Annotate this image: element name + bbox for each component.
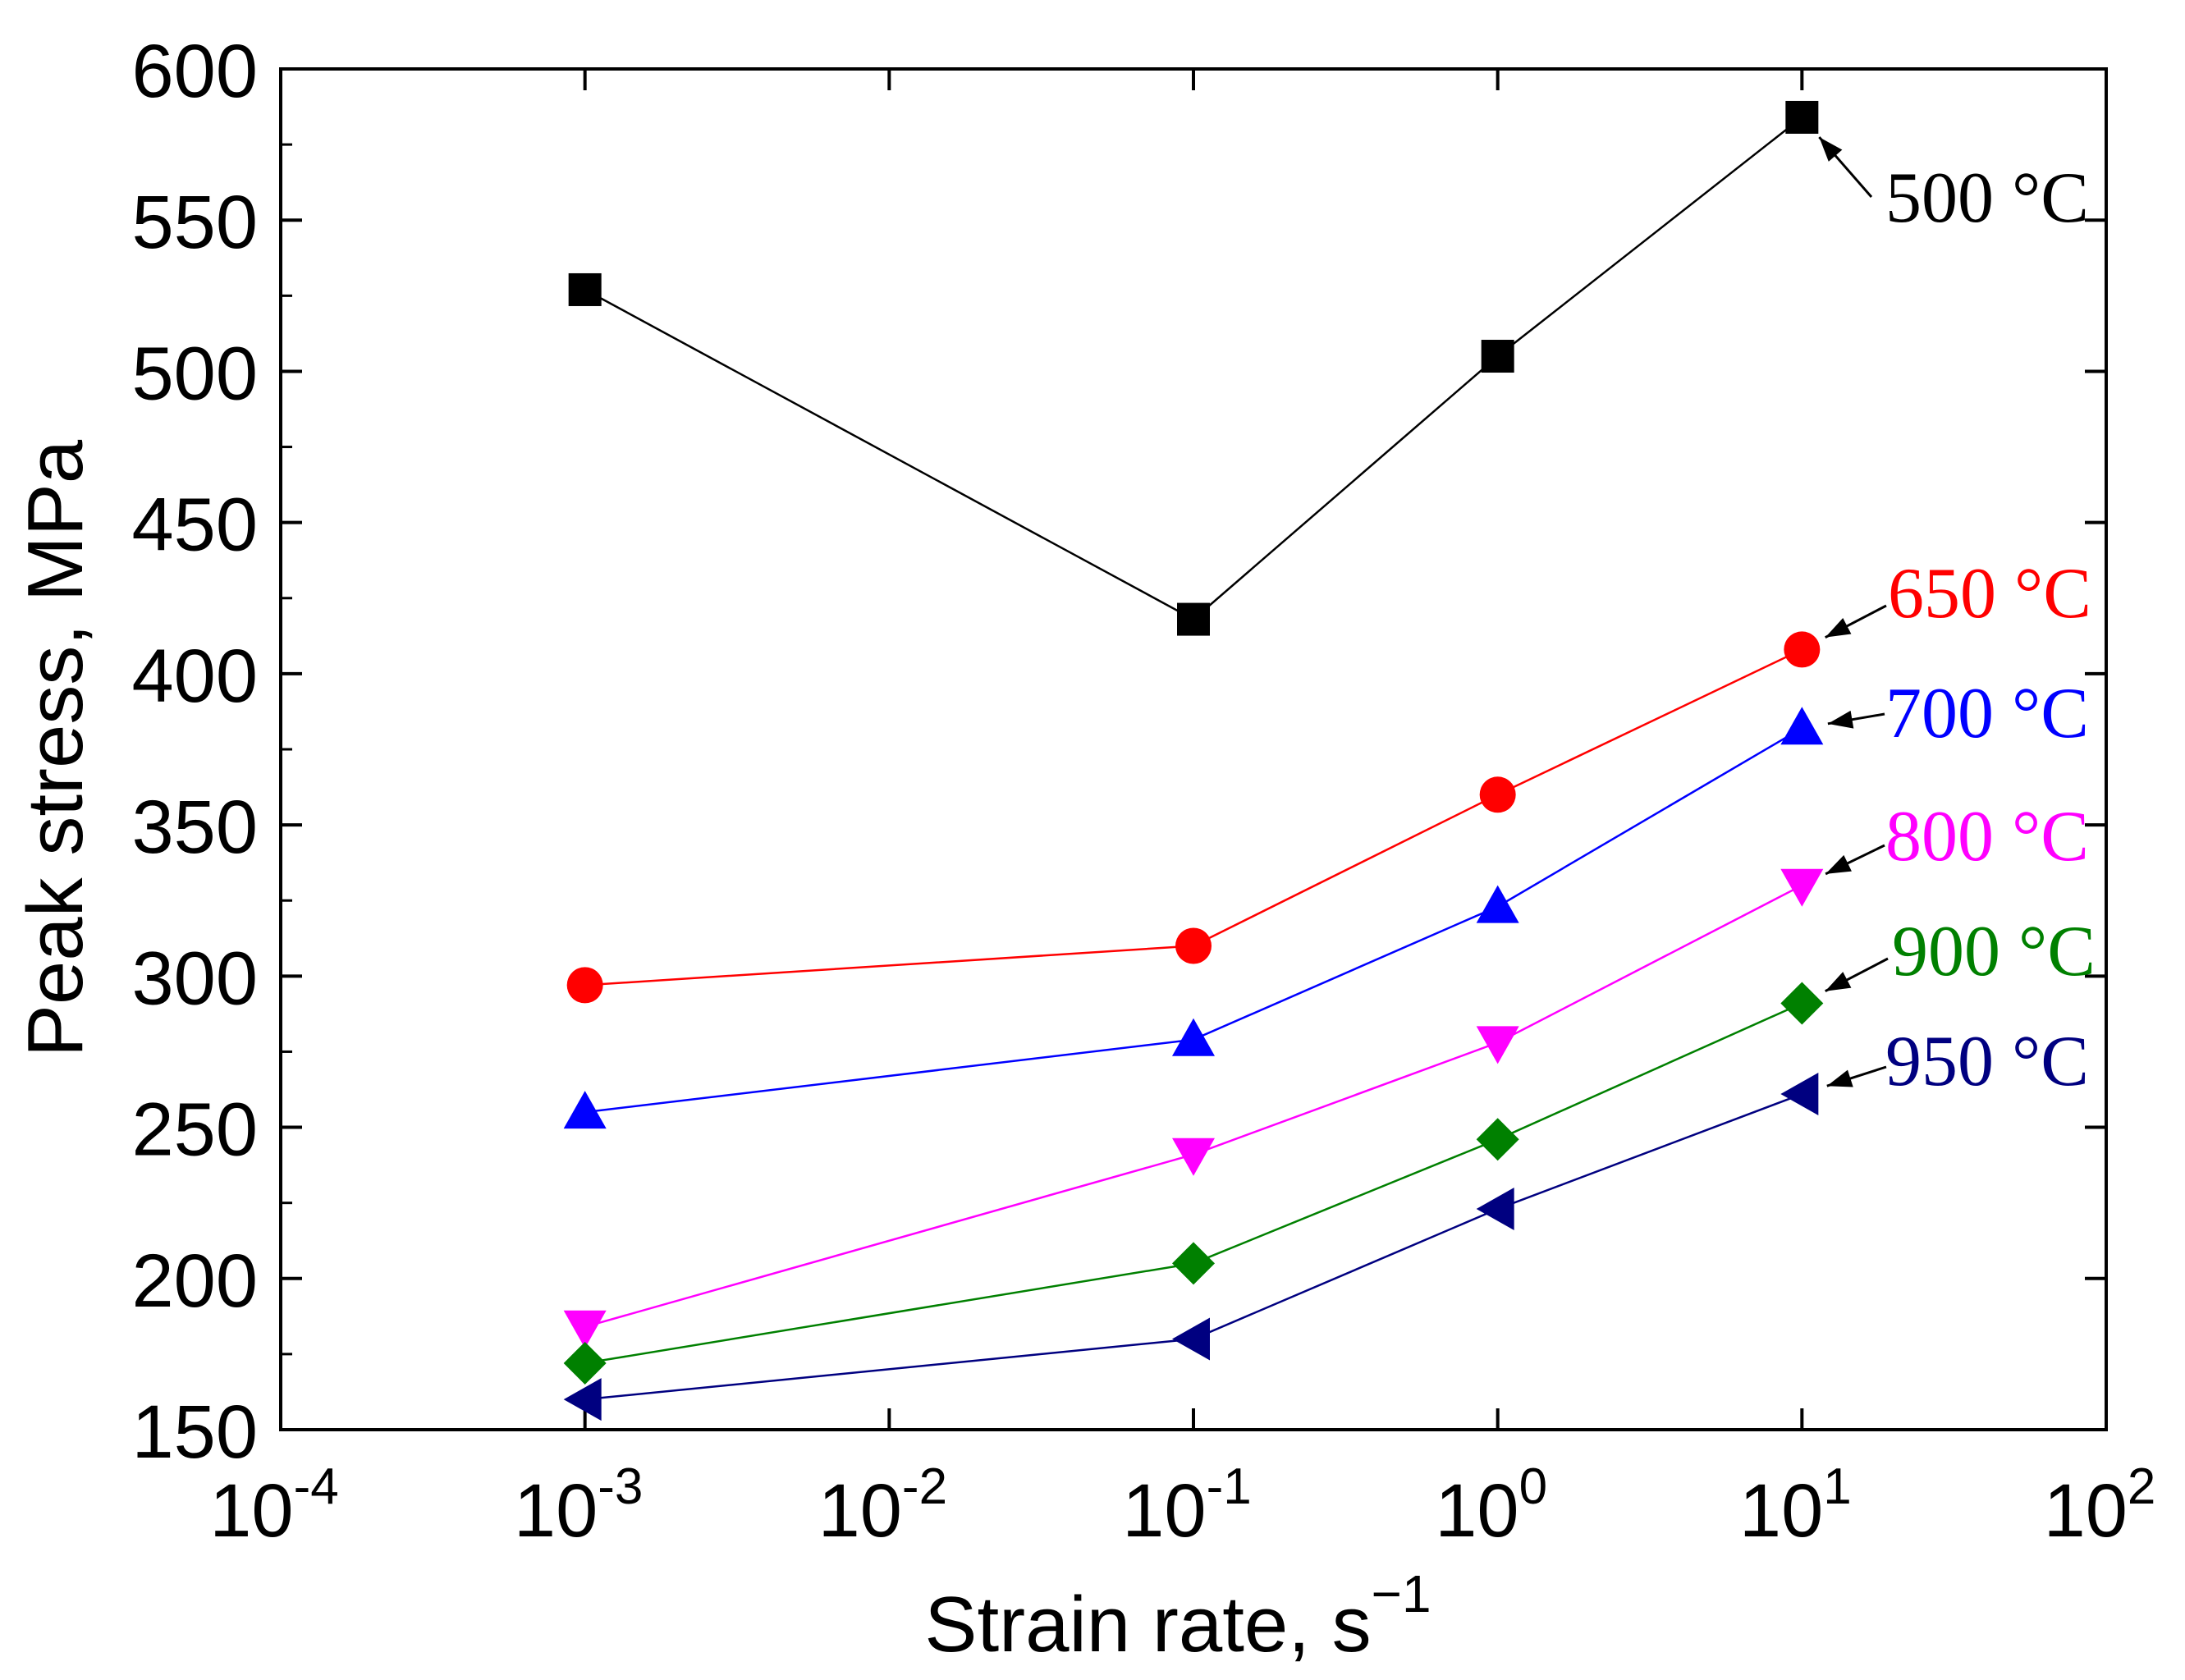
x-tick-base: 10 xyxy=(2044,1469,2128,1553)
data-point xyxy=(1172,1138,1215,1176)
x-axis-label-exponent: −1 xyxy=(1372,1564,1431,1623)
series-2 xyxy=(563,707,1824,1129)
series-label: 700 °C xyxy=(1885,674,2089,753)
y-tick-label: 500 xyxy=(132,332,259,415)
series-annotations: 500 °C 650 °C 700 °C 800 °C 900 °C 950 °C xyxy=(1818,136,2096,1101)
data-point xyxy=(1476,885,1519,923)
x-axis-label-text: Strain rate, s xyxy=(924,1581,1371,1669)
y-tick-label: 600 xyxy=(132,30,259,113)
y-axis-label: Peak stress, MPa xyxy=(11,439,99,1057)
data-point xyxy=(563,1091,607,1129)
series-5 xyxy=(563,1073,1819,1421)
data-point xyxy=(566,967,603,1004)
y-tick-label: 350 xyxy=(132,785,259,869)
data-point xyxy=(1175,927,1212,964)
x-tick-exponent: 0 xyxy=(1519,1458,1547,1515)
series-label: 800 °C xyxy=(1885,797,2089,877)
data-point xyxy=(1476,1118,1519,1161)
x-tick-label: 10-1 xyxy=(1122,1458,1251,1553)
series-label: 650 °C xyxy=(1888,554,2091,634)
data-point xyxy=(568,272,602,306)
data-point xyxy=(1481,340,1514,373)
series-line xyxy=(584,648,1803,986)
x-tick-exponent: -1 xyxy=(1207,1458,1252,1515)
series-line xyxy=(584,1092,1803,1401)
series-3 xyxy=(563,868,1824,1348)
x-tick-base: 10 xyxy=(514,1469,598,1553)
series-label: 950 °C xyxy=(1885,1022,2089,1101)
data-point xyxy=(1177,602,1210,636)
x-tick-exponent: -4 xyxy=(294,1458,339,1515)
annotation-arrow-head xyxy=(1825,972,1852,991)
annotation-arrow-head xyxy=(1827,710,1854,729)
data-point xyxy=(1476,1188,1514,1231)
series-line xyxy=(584,1002,1803,1365)
x-tick-base: 10 xyxy=(818,1469,902,1553)
data-point xyxy=(1172,1317,1210,1361)
x-tick-label: 10-4 xyxy=(209,1458,338,1553)
series-1 xyxy=(566,631,1821,1004)
x-tick-base: 10 xyxy=(1739,1469,1823,1553)
data-point xyxy=(1172,1018,1215,1056)
plot-area xyxy=(279,67,2108,1431)
data-point xyxy=(1479,776,1516,813)
x-axis-label: Strain rate, s−1 xyxy=(924,1564,1431,1669)
plot-frame xyxy=(279,67,2108,1431)
series-4 xyxy=(563,982,1824,1385)
y-tick-label: 450 xyxy=(132,483,259,567)
series-label: 500 °C xyxy=(1885,158,2089,238)
x-tick-label: 10-2 xyxy=(818,1458,947,1553)
data-point xyxy=(1172,1242,1215,1285)
x-tick-label: 102 xyxy=(2044,1458,2156,1553)
data-point xyxy=(1780,982,1824,1025)
data-point xyxy=(1785,100,1819,134)
data-point xyxy=(563,1341,607,1385)
y-tick-label: 300 xyxy=(132,936,259,1020)
x-tick-label: 100 xyxy=(1435,1458,1547,1553)
data-point xyxy=(1780,707,1824,745)
y-tick-label: 250 xyxy=(132,1088,259,1172)
y-tick-label: 400 xyxy=(132,634,259,718)
data-point xyxy=(1476,1026,1519,1064)
y-tick-label: 550 xyxy=(132,181,259,264)
series-0 xyxy=(568,100,1819,636)
x-tick-exponent: -3 xyxy=(598,1458,643,1515)
y-tick-label: 200 xyxy=(132,1239,259,1323)
series-line xyxy=(584,884,1803,1328)
series-line xyxy=(584,727,1803,1114)
data-point xyxy=(1780,868,1824,907)
x-tick-base: 10 xyxy=(1122,1469,1206,1553)
x-tick-base: 10 xyxy=(1435,1469,1519,1553)
data-point xyxy=(563,1378,602,1421)
x-tick-exponent: 2 xyxy=(2128,1458,2155,1515)
data-point xyxy=(1784,631,1821,668)
annotation-arrow-head xyxy=(1825,854,1852,874)
data-point xyxy=(563,1310,607,1348)
x-tick-label: 10-3 xyxy=(514,1458,643,1553)
series-label: 900 °C xyxy=(1892,912,2096,991)
y-tick-label: 150 xyxy=(132,1390,259,1474)
data-point xyxy=(1780,1073,1819,1116)
x-tick-exponent: -2 xyxy=(902,1458,947,1515)
x-tick-exponent: 1 xyxy=(1823,1458,1851,1515)
series-line xyxy=(584,116,1803,621)
annotation-arrow-head xyxy=(1826,1069,1853,1087)
x-tick-base: 10 xyxy=(209,1469,293,1553)
annotation-arrow-head xyxy=(1825,618,1852,638)
annotation-arrow-head xyxy=(1819,137,1843,162)
data-series xyxy=(563,100,1824,1421)
x-tick-label: 101 xyxy=(1739,1458,1852,1553)
